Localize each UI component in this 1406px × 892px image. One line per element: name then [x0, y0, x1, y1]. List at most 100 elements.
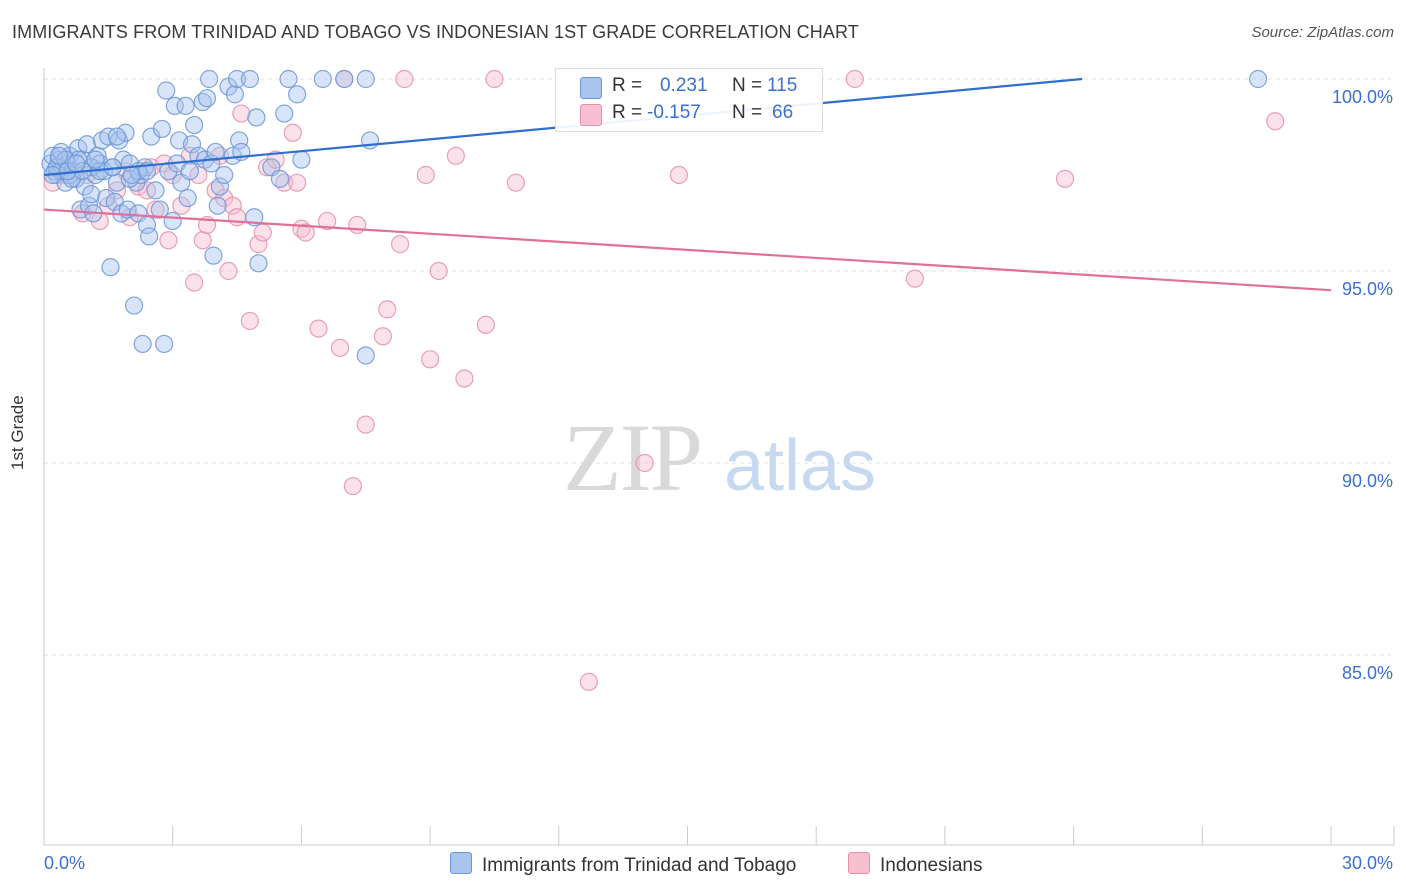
indonesians-points: [43, 69, 1285, 691]
data-point: [49, 146, 69, 165]
legend-r-label: R =: [612, 102, 643, 123]
data-point: [416, 165, 435, 185]
data-point: [240, 311, 260, 331]
data-point: [455, 369, 474, 388]
stats-legend: R = 0.231 N = 115 R = -0.157 N = 66: [555, 68, 823, 132]
data-point: [270, 169, 290, 188]
data-point: [485, 69, 504, 89]
bottom-legend-swatch-pink: [848, 852, 870, 874]
legend-r-label: R =: [612, 75, 643, 96]
tick-labels: 100.0% 95.0% 90.0% 85.0% 0.0% 30.0%: [44, 87, 1393, 873]
legend-swatch-blue: [580, 77, 602, 99]
data-point: [356, 346, 375, 365]
data-point: [845, 69, 864, 89]
data-point: [163, 211, 182, 231]
data-point: [476, 315, 495, 334]
watermark: ZIP atlas: [563, 404, 876, 511]
data-point: [178, 188, 197, 208]
data-point: [101, 258, 120, 277]
data-point: [292, 150, 311, 169]
legend-r-value: -0.157: [647, 102, 701, 123]
data-point: [313, 69, 332, 89]
data-point: [210, 177, 229, 196]
data-point: [343, 476, 362, 496]
data-point: [124, 296, 144, 315]
data-point: [152, 119, 172, 139]
data-point: [133, 334, 152, 354]
data-point: [86, 150, 105, 169]
watermark-atlas: atlas: [724, 426, 876, 506]
data-point: [669, 165, 689, 185]
legend-swatch-pink: [580, 104, 602, 126]
data-point: [107, 127, 127, 146]
y-tick-label: 95.0%: [1342, 279, 1393, 299]
data-point: [223, 196, 242, 215]
legend-n-label: N =: [732, 102, 763, 123]
bottom-legend-indonesians: Indonesians: [848, 852, 982, 877]
y-tick-label: 100.0%: [1332, 87, 1393, 107]
data-point: [146, 200, 165, 219]
gridlines: [44, 78, 1391, 656]
legend-n-label: N =: [732, 75, 763, 96]
data-point: [215, 165, 234, 185]
data-point: [165, 96, 184, 115]
data-point: [225, 85, 245, 104]
data-point: [77, 135, 97, 154]
legend-r-value: 0.231: [660, 75, 708, 96]
source-label: Source: ZipAtlas.com: [1251, 24, 1394, 41]
data-point: [182, 135, 202, 154]
data-point: [1055, 169, 1075, 188]
data-point: [67, 154, 86, 173]
data-point: [579, 672, 598, 691]
data-point: [159, 231, 178, 250]
data-point: [275, 104, 294, 123]
data-point: [232, 104, 251, 123]
data-point: [330, 338, 350, 357]
data-point: [197, 89, 217, 108]
data-point: [249, 235, 268, 254]
legend-n-value: 66: [772, 102, 794, 123]
data-point: [155, 334, 174, 354]
data-point: [356, 415, 375, 434]
data-point: [193, 231, 212, 250]
data-point: [506, 173, 526, 192]
data-point: [204, 246, 223, 265]
data-point: [122, 165, 142, 185]
data-point: [116, 123, 135, 142]
bottom-legend-swatch-blue: [450, 852, 472, 874]
data-point: [208, 196, 227, 215]
data-point: [150, 200, 169, 219]
data-point: [356, 69, 375, 89]
bottom-legend-label: Immigrants from Trinidad and Tobago: [482, 855, 797, 876]
data-point: [247, 108, 266, 127]
data-point: [421, 350, 440, 369]
data-point: [395, 69, 414, 89]
data-point: [905, 269, 924, 288]
data-point: [373, 327, 393, 346]
data-point: [206, 142, 225, 162]
data-point: [146, 181, 165, 200]
data-point: [230, 131, 249, 150]
data-point: [227, 208, 247, 227]
data-point: [82, 185, 101, 204]
data-point: [296, 223, 315, 242]
data-point: [200, 69, 219, 89]
data-point: [240, 69, 260, 89]
data-point: [97, 188, 116, 208]
data-point: [140, 227, 159, 246]
axes: [43, 68, 1395, 846]
data-point: [185, 115, 204, 135]
data-point: [378, 300, 397, 319]
data-point: [288, 85, 307, 104]
x-tick-label: 0.0%: [44, 853, 85, 873]
data-point: [1248, 69, 1268, 89]
y-axis-label: 1st Grade: [8, 395, 27, 470]
data-point: [318, 211, 337, 231]
data-point: [279, 69, 298, 89]
data-point: [157, 81, 176, 100]
data-point: [1266, 112, 1285, 131]
data-point: [227, 69, 247, 89]
y-tick-label: 85.0%: [1342, 663, 1393, 683]
data-point: [348, 215, 367, 235]
